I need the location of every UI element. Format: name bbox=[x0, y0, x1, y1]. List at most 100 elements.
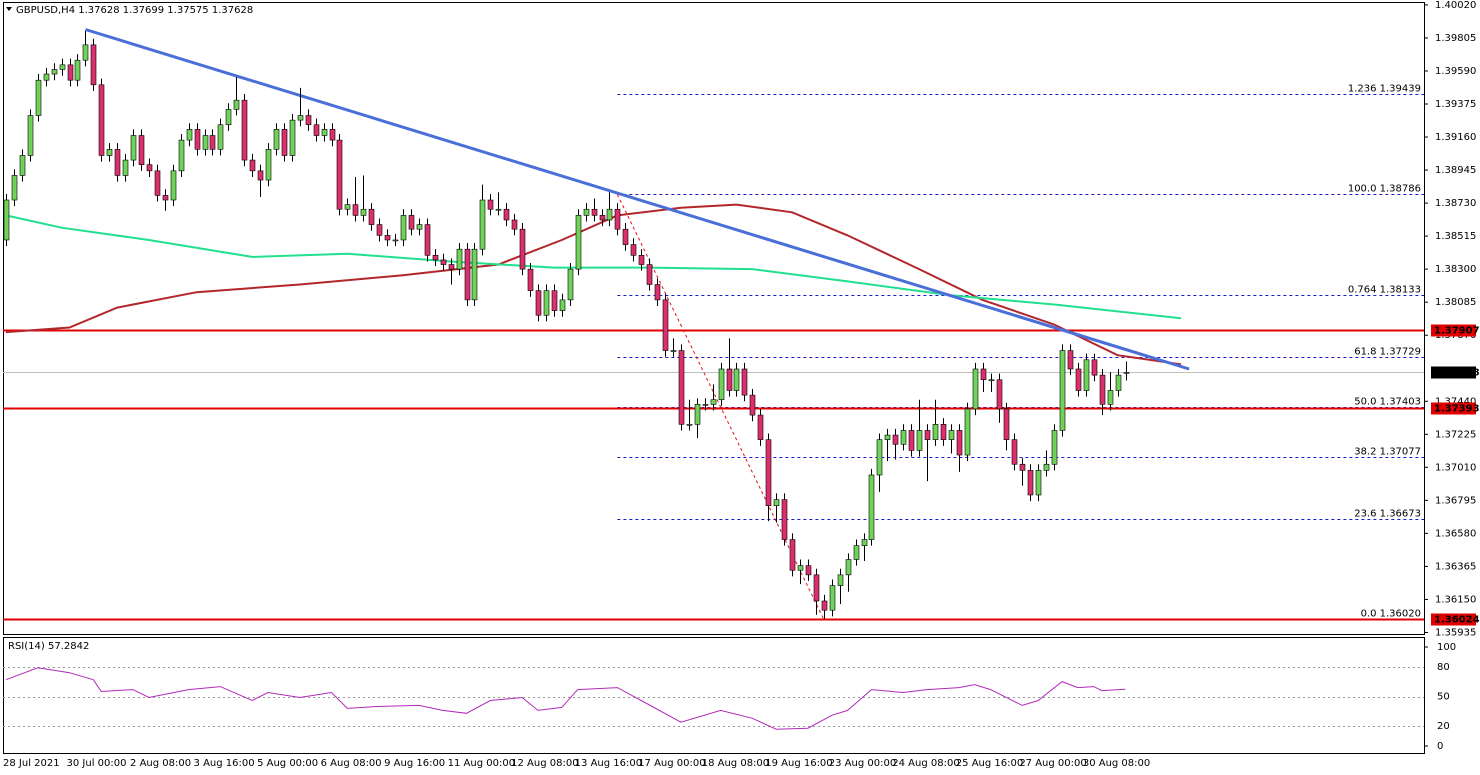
candle-body bbox=[614, 208, 621, 230]
x-tick-label: 9 Aug 16:00 bbox=[384, 758, 445, 769]
candle-body bbox=[233, 99, 240, 110]
candle-body bbox=[662, 299, 669, 351]
candle-body bbox=[225, 109, 232, 126]
y-tick-label: 1.37225 bbox=[1435, 429, 1476, 440]
candle-body bbox=[130, 135, 137, 161]
candle-body bbox=[344, 204, 351, 210]
candle-body bbox=[606, 208, 613, 221]
candle-body bbox=[543, 290, 550, 316]
candle-body bbox=[924, 430, 931, 440]
x-tick-label: 13 Aug 16:00 bbox=[575, 758, 642, 769]
candle-body bbox=[241, 99, 248, 161]
candle-body bbox=[146, 164, 153, 172]
candle-body bbox=[313, 124, 320, 136]
candle-body bbox=[630, 244, 637, 256]
candle-body bbox=[82, 44, 89, 61]
candle-body bbox=[27, 115, 34, 156]
y-tick-label: 20 bbox=[1437, 721, 1450, 732]
candle-body bbox=[805, 565, 812, 576]
candle-body bbox=[678, 350, 685, 425]
candle-body bbox=[1003, 408, 1010, 440]
candle-body bbox=[519, 228, 526, 270]
candle-body bbox=[956, 430, 963, 456]
candle-body bbox=[495, 208, 502, 211]
y-tick-label: 1.39160 bbox=[1435, 132, 1476, 143]
candle-body bbox=[1059, 350, 1066, 431]
price-tag bbox=[1431, 366, 1476, 379]
candle-body bbox=[1067, 350, 1074, 370]
candle-body bbox=[741, 368, 748, 396]
fib-level-label: 1.236 1.39439 bbox=[1348, 84, 1421, 95]
y-tick-label: 1.38300 bbox=[1435, 264, 1476, 275]
candle-body bbox=[686, 424, 693, 426]
candle-body bbox=[733, 368, 740, 391]
candle-body bbox=[106, 149, 113, 156]
candle-body bbox=[575, 215, 582, 270]
candle-body bbox=[67, 64, 74, 81]
candle-body bbox=[551, 290, 558, 311]
candle-body bbox=[599, 215, 606, 221]
y-tick-label: 1.40020 bbox=[1435, 0, 1476, 11]
candle-body bbox=[972, 368, 979, 410]
candle-body bbox=[1051, 430, 1058, 465]
candle-body bbox=[1011, 439, 1018, 465]
candle-body bbox=[194, 129, 201, 150]
candle-body bbox=[503, 208, 510, 221]
rsi-label: RSI(14) 57.2842 bbox=[8, 641, 89, 652]
price-tag bbox=[1431, 402, 1476, 415]
price-tag-label: 1.36024 bbox=[1434, 615, 1480, 626]
candle-body bbox=[202, 135, 209, 150]
candle-body bbox=[821, 600, 828, 611]
y-tick-label: 1.39590 bbox=[1435, 66, 1476, 77]
candle-body bbox=[98, 84, 105, 156]
candle-body bbox=[868, 474, 875, 540]
candle-body bbox=[305, 115, 312, 126]
candle-body bbox=[416, 224, 423, 230]
x-tick-label: 27 Aug 00:00 bbox=[1019, 758, 1086, 769]
overlay-line bbox=[5, 203, 1182, 366]
candle-body bbox=[1075, 368, 1082, 391]
candle-body bbox=[1019, 463, 1026, 471]
candle-body bbox=[154, 170, 161, 196]
fib-level-label: 23.6 1.36673 bbox=[1354, 509, 1421, 520]
fib-level-label: 61.8 1.37729 bbox=[1354, 347, 1421, 358]
y-tick-label: 1.38945 bbox=[1435, 165, 1476, 176]
y-tick-label: 50 bbox=[1437, 692, 1450, 703]
candle-body bbox=[1123, 372, 1130, 374]
x-tick-label: 19 Aug 16:00 bbox=[765, 758, 832, 769]
price-tag bbox=[1431, 613, 1476, 626]
candle-body bbox=[265, 149, 272, 181]
y-tick-label: 1.39375 bbox=[1435, 99, 1476, 110]
candle-body bbox=[837, 574, 844, 586]
candle-body bbox=[35, 79, 42, 116]
rsi-panel-frame bbox=[3, 637, 1425, 754]
y-tick-label: 1.38085 bbox=[1435, 297, 1476, 308]
candle-body bbox=[702, 404, 709, 406]
x-tick-label: 18 Aug 08:00 bbox=[702, 758, 769, 769]
candle-body bbox=[217, 124, 224, 150]
candle-body bbox=[424, 224, 431, 256]
y-tick-label: 100 bbox=[1437, 642, 1456, 653]
candle-body bbox=[694, 404, 701, 425]
candle-body bbox=[281, 129, 288, 156]
candle-body bbox=[1035, 470, 1042, 496]
x-tick-label: 30 Aug 08:00 bbox=[1083, 758, 1150, 769]
candle-body bbox=[916, 430, 923, 451]
candle-body bbox=[781, 499, 788, 540]
candle-body bbox=[59, 64, 66, 70]
candle-body bbox=[892, 434, 899, 445]
candle-body bbox=[527, 268, 534, 291]
candle-body bbox=[900, 430, 907, 445]
rsi-line bbox=[5, 667, 1126, 730]
x-tick-label: 30 Jul 00:00 bbox=[67, 758, 127, 769]
y-tick-label: 1.36580 bbox=[1435, 528, 1476, 539]
candle-body bbox=[1083, 359, 1090, 391]
candle-body bbox=[162, 195, 169, 201]
candle-body bbox=[940, 424, 947, 440]
candle-body bbox=[464, 248, 471, 301]
y-tick-label: 0 bbox=[1437, 741, 1443, 752]
candle-body bbox=[138, 135, 145, 165]
y-tick-label: 1.37440 bbox=[1435, 396, 1476, 407]
